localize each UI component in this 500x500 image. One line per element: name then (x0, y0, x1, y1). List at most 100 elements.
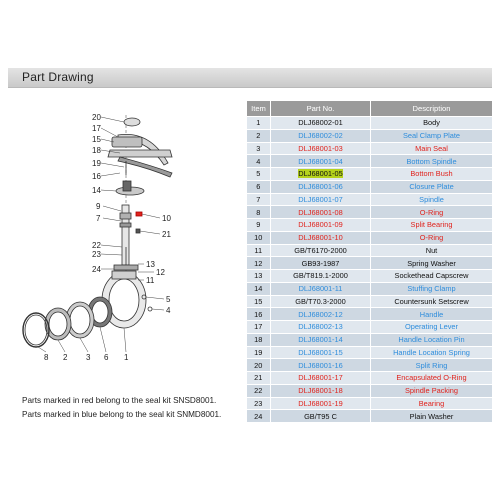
part-number: DLJ68001-11 (298, 284, 343, 294)
callout-22: 22 (92, 241, 101, 250)
item-number: 14 (246, 282, 271, 296)
item-number: 13 (246, 269, 271, 283)
part-number: GB/T6170-2000 (294, 245, 347, 255)
table-row: 14 DLJ68001-11 Stuffing Clamp (246, 282, 493, 296)
part-number-cell: GB/T6170-2000 (270, 244, 371, 258)
item-number: 24 (246, 409, 271, 423)
table-row: 1 DLJ68002-01 Body (246, 116, 493, 130)
table-row: 15 GB/T70.3-2000 Countersunk Setscrew (246, 295, 493, 309)
part-number: GB/T95 C (304, 411, 337, 421)
table-row: 3 DLJ68001-03 Main Seal (246, 142, 493, 156)
callout-9: 9 (96, 202, 101, 211)
table-row: 19 DLJ68001-15 Handle Location Spring (246, 346, 493, 360)
part-number: DLJ68002-13 (298, 322, 343, 332)
callout-5: 5 (166, 295, 171, 304)
part-number-cell: DLJ68001-07 (270, 193, 371, 207)
item-number: 20 (246, 358, 271, 372)
callout-4: 4 (166, 306, 171, 315)
part-description: Countersunk Setscrew (370, 295, 493, 309)
callout-21: 21 (162, 230, 171, 239)
part-number-cell: DLJ68001-11 (270, 282, 371, 296)
part-number-cell: DLJ68001-10 (270, 231, 371, 245)
part-number: GB93-1987 (301, 258, 340, 268)
part-number: DLJ68001-06 (298, 182, 343, 192)
part-number-cell: DLJ68001-03 (270, 142, 371, 156)
table-row: 21 DLJ68001-17 Encapsulated O-Ring (246, 371, 493, 385)
item-number: 7 (246, 193, 271, 207)
part-description: Nut (370, 244, 493, 258)
part-number-cell: DLJ68002-12 (270, 307, 371, 321)
part-description: Bearing (370, 397, 493, 411)
table-header-row: Item Part No. Description (246, 100, 493, 117)
part-number: DLJ68001-03 (298, 143, 343, 153)
part-description: O-Ring (370, 231, 493, 245)
callout-18: 18 (92, 146, 101, 155)
part-number: DLJ68001-07 (298, 194, 343, 204)
item-number: 16 (246, 307, 271, 321)
part-number: DLJ68001-05 (298, 169, 343, 179)
part-description: Bottom Bush (370, 167, 493, 181)
part-number: DLJ68001-18 (298, 386, 343, 396)
part-description: Encapsulated O-Ring (370, 371, 493, 385)
item-number: 18 (246, 333, 271, 347)
section-title: Part Drawing (22, 70, 94, 84)
part-number: DLJ68001-16 (298, 360, 343, 370)
callout-16: 16 (92, 172, 101, 181)
parts-table: Item Part No. Description 1 DLJ68002-01 Bo… (246, 100, 493, 423)
part-description: Main Seal (370, 142, 493, 156)
part-description: Body (370, 116, 493, 130)
blue-kit-note: Parts marked in blue belong to the seal … (22, 410, 222, 419)
item-number: 23 (246, 397, 271, 411)
callout-10: 10 (162, 214, 171, 223)
item-number: 19 (246, 346, 271, 360)
callout-24: 24 (92, 265, 101, 274)
part-description: Sockethead Capscrew (370, 269, 493, 283)
part-number: DLJ68001-14 (298, 335, 343, 345)
callout-7: 7 (96, 214, 101, 223)
callout-14: 14 (92, 186, 101, 195)
part-number: GB/T70.3-2000 (295, 296, 346, 306)
table-row: 22 DLJ68001-18 Spindle Packing (246, 384, 493, 398)
item-number: 3 (246, 142, 271, 156)
callout-11: 11 (146, 276, 155, 285)
table-row: 18 DLJ68001-14 Handle Location Pin (246, 333, 493, 347)
table-row: 23 DLJ68001-19 Bearing (246, 397, 493, 411)
item-number: 11 (246, 244, 271, 258)
table-row: 20 DLJ68001-16 Split Ring (246, 358, 493, 372)
part-number-cell: DLJ68001-16 (270, 358, 371, 372)
part-description: Handle (370, 307, 493, 321)
part-description: Handle Location Spring (370, 346, 493, 360)
part-number-cell: GB/T70.3-2000 (270, 295, 371, 309)
item-number: 12 (246, 256, 271, 270)
part-description: Seal Clamp Plate (370, 129, 493, 143)
part-number-cell: DLJ68002-01 (270, 116, 371, 130)
callout-15: 15 (92, 135, 101, 144)
part-number-cell: DLJ68001-18 (270, 384, 371, 398)
item-number: 6 (246, 180, 271, 194)
part-description: Stuffing Clamp (370, 282, 493, 296)
callout-6: 6 (104, 353, 109, 362)
part-number-cell: DLJ68001-15 (270, 346, 371, 360)
part-number-cell: DLJ68001-19 (270, 397, 371, 411)
table-row: 12 GB93-1987 Spring Washer (246, 256, 493, 270)
part-number-cell: DLJ68001-17 (270, 371, 371, 385)
header-item: Item (246, 100, 271, 117)
kit-notes: Parts marked in red belong to the seal k… (22, 394, 221, 422)
red-kit-note: Parts marked in red belong to the seal k… (22, 396, 217, 405)
callout-12: 12 (156, 268, 165, 277)
part-description: O-Ring (370, 205, 493, 219)
table-row: 2 DLJ68002-02 Seal Clamp Plate (246, 129, 493, 143)
callout-13: 13 (146, 260, 155, 269)
part-number: DLJ68001-15 (298, 347, 343, 357)
part-number-cell: DLJ68001-08 (270, 205, 371, 219)
table-row: 10 DLJ68001-10 O-Ring (246, 231, 493, 245)
part-number-cell: DLJ68001-05 (270, 167, 371, 181)
part-number: DLJ68002-01 (298, 118, 343, 128)
table-row: 13 GB/T819.1-2000 Sockethead Capscrew (246, 269, 493, 283)
part-description: Split Ring (370, 358, 493, 372)
item-number: 22 (246, 384, 271, 398)
table-row: 7 DLJ68001-07 Spindle (246, 193, 493, 207)
table-row: 11 GB/T6170-2000 Nut (246, 244, 493, 258)
part-number: DLJ68001-17 (298, 373, 343, 383)
item-number: 9 (246, 218, 271, 232)
